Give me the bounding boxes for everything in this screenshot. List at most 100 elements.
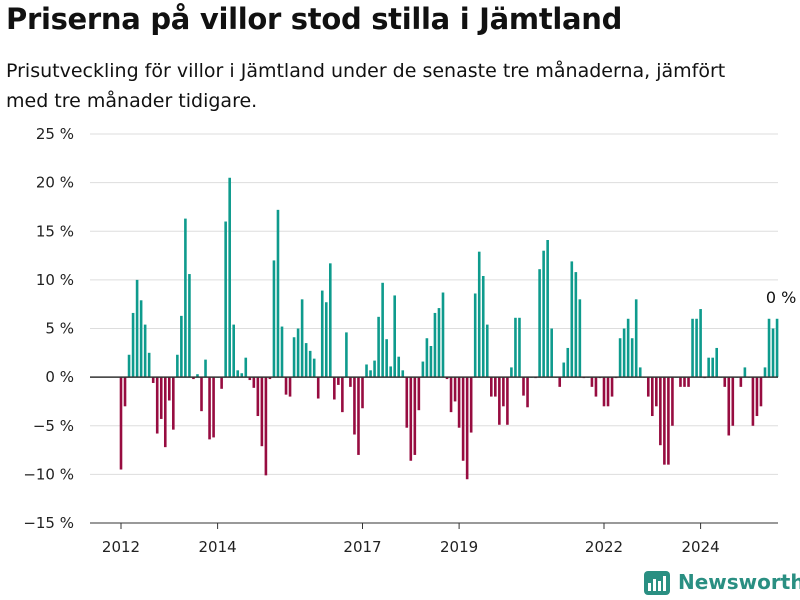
bar [232,324,235,378]
annotation-group: 0 % [764,286,798,309]
bar [252,377,256,388]
bar [490,377,493,397]
bar [506,377,509,425]
bar [135,279,139,378]
bar [385,339,388,378]
bar [377,316,380,378]
bar [188,274,191,378]
bar [630,338,634,378]
bar [288,377,292,397]
bar [526,377,529,408]
bar [280,326,284,378]
y-tick-label: −15 % [23,514,74,532]
bar [707,357,710,378]
bar [268,377,272,380]
y-axis: 25 % 20 % 15 % 10 % 5 % 0 % −5 % −10 % −15 % [23,125,74,532]
bar [260,377,264,447]
bar [759,377,763,407]
bar [341,377,344,413]
bar [775,318,779,378]
y-tick-label: 15 % [36,222,74,240]
bar [481,275,485,378]
bar [357,377,360,455]
bar [300,299,304,378]
bar [373,360,376,378]
bar [473,293,477,378]
bar [679,377,682,387]
bar [763,367,767,378]
bar [320,290,324,378]
y-tick-label: 0 % [45,368,74,386]
chart-title: Priserna på villor stod stilla i Jämtlan… [6,2,623,36]
y-tick-label: 25 % [36,125,74,143]
bar [542,250,545,378]
bar [634,299,638,378]
bar [337,377,340,385]
bar [461,377,465,461]
bar [755,377,759,417]
bar [244,357,248,378]
bar [119,377,123,470]
bar [667,377,670,465]
bar [767,318,771,378]
bar [739,377,743,387]
bar [329,263,332,378]
bar [610,377,614,397]
x-tick-label: 2019 [440,538,478,556]
bar [445,377,449,380]
y-tick-label: −5 % [33,417,74,435]
bar [457,377,461,428]
bar [651,377,654,417]
bar [731,377,735,426]
bar [687,377,690,387]
bar [606,377,610,407]
bar [184,218,187,378]
bar [663,377,666,465]
bar [131,312,135,378]
bar [248,377,252,381]
bar [626,318,630,378]
chart-subtitle: Prisutveckling för villor i Jämtland und… [6,60,726,112]
bar [127,354,131,378]
bar [361,377,364,409]
bar [143,324,147,378]
bar [381,282,384,378]
bar [393,295,396,378]
bar [691,318,694,378]
bar [594,377,598,397]
bar [751,377,755,426]
bar [546,240,549,378]
bar [570,261,574,378]
bar [514,317,517,378]
bar [369,370,372,378]
bar [312,358,316,378]
bar [715,347,718,378]
bar [159,377,163,419]
bar [723,377,727,387]
bar [308,350,312,378]
bar [429,346,433,378]
bar [671,377,674,426]
bar [695,318,698,378]
bar [272,260,276,378]
bar [421,361,425,378]
bar [212,377,215,438]
bar [172,377,175,430]
bar [168,377,171,401]
bar [397,356,401,378]
bar [465,377,469,480]
bar [498,377,501,425]
bar [200,377,203,412]
bar [469,377,473,433]
bar [256,377,260,417]
bar [522,377,525,396]
bar [574,272,578,378]
bar [433,312,437,378]
y-tick-label: 10 % [36,271,74,289]
bar [208,377,211,440]
bar [240,373,244,378]
bar [292,337,296,378]
bar [413,377,417,455]
bar [510,367,513,378]
